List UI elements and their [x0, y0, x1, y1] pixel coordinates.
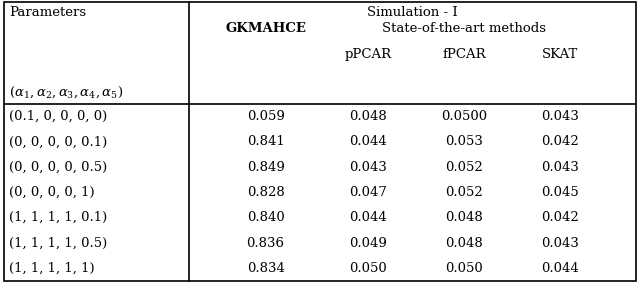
Text: 0.841: 0.841: [247, 135, 284, 148]
Text: (0, 0, 0, 0, 1): (0, 0, 0, 0, 1): [9, 186, 95, 199]
Text: 0.849: 0.849: [246, 161, 285, 173]
Text: Simulation - I: Simulation - I: [367, 6, 458, 19]
Text: (0.1, 0, 0, 0, 0): (0.1, 0, 0, 0, 0): [9, 110, 108, 123]
Text: $(\alpha_1, \alpha_2, \alpha_3, \alpha_4, \alpha_5)$: $(\alpha_1, \alpha_2, \alpha_3, \alpha_4…: [9, 84, 123, 100]
Text: fPCAR: fPCAR: [442, 48, 486, 61]
Text: 0.049: 0.049: [349, 237, 387, 250]
Text: 0.042: 0.042: [541, 211, 579, 224]
Text: 0.836: 0.836: [246, 237, 285, 250]
Text: (1, 1, 1, 1, 0.5): (1, 1, 1, 1, 0.5): [9, 237, 108, 250]
Text: 0.047: 0.047: [349, 186, 387, 199]
Text: (1, 1, 1, 1, 1): (1, 1, 1, 1, 1): [9, 262, 95, 275]
Text: (0, 0, 0, 0, 0.1): (0, 0, 0, 0, 0.1): [9, 135, 108, 148]
Text: 0.044: 0.044: [541, 262, 579, 275]
Text: GKMAHCE: GKMAHCE: [225, 22, 306, 35]
Text: Parameters: Parameters: [9, 6, 86, 19]
Text: 0.052: 0.052: [445, 186, 483, 199]
Text: 0.048: 0.048: [445, 211, 483, 224]
Text: 0.043: 0.043: [541, 161, 579, 173]
Text: 0.840: 0.840: [247, 211, 284, 224]
Text: 0.042: 0.042: [541, 135, 579, 148]
Text: 0.050: 0.050: [349, 262, 387, 275]
Text: 0.828: 0.828: [247, 186, 284, 199]
Text: 0.048: 0.048: [445, 237, 483, 250]
Text: 0.045: 0.045: [541, 186, 579, 199]
Text: 0.052: 0.052: [445, 161, 483, 173]
Text: (0, 0, 0, 0, 0.5): (0, 0, 0, 0, 0.5): [9, 161, 108, 173]
Text: 0.043: 0.043: [349, 161, 387, 173]
Text: 0.043: 0.043: [541, 237, 579, 250]
Text: 0.048: 0.048: [349, 110, 387, 123]
Text: pPCAR: pPCAR: [344, 48, 392, 61]
Text: 0.059: 0.059: [246, 110, 285, 123]
Text: 0.834: 0.834: [246, 262, 285, 275]
Text: 0.044: 0.044: [349, 211, 387, 224]
Text: 0.053: 0.053: [445, 135, 483, 148]
Text: State-of-the-art methods: State-of-the-art methods: [382, 22, 546, 35]
Text: SKAT: SKAT: [542, 48, 578, 61]
Text: 0.043: 0.043: [541, 110, 579, 123]
Text: (1, 1, 1, 1, 0.1): (1, 1, 1, 1, 0.1): [9, 211, 108, 224]
Text: 0.044: 0.044: [349, 135, 387, 148]
Text: 0.0500: 0.0500: [441, 110, 487, 123]
Text: 0.050: 0.050: [445, 262, 483, 275]
